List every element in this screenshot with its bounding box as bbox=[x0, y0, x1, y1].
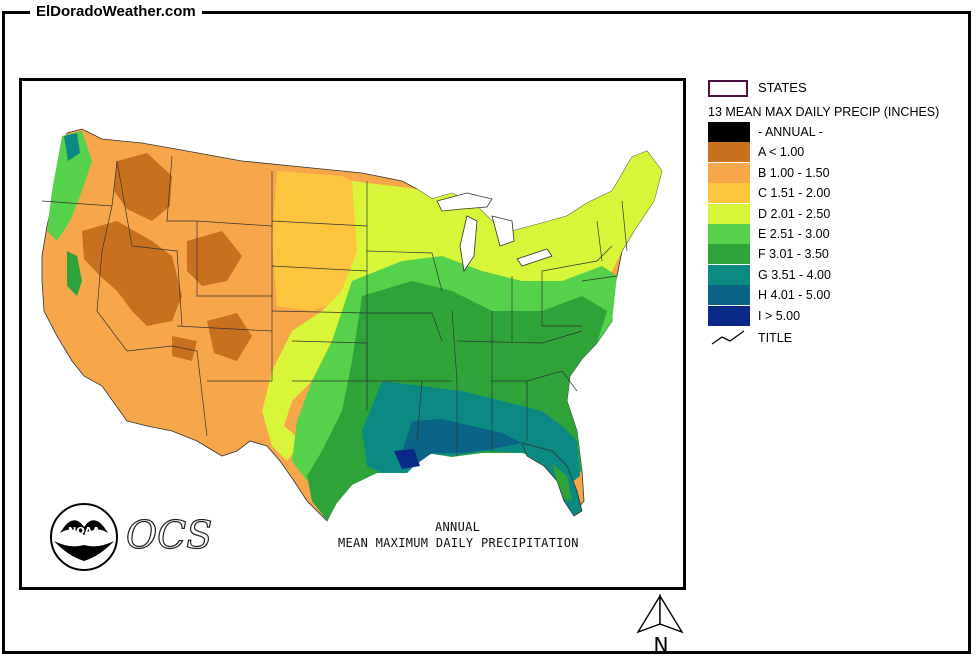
legend-item-label: F 3.01 - 3.50 bbox=[758, 247, 829, 262]
state-boundaries bbox=[41, 155, 628, 456]
legend-item-label: H 4.01 - 5.00 bbox=[758, 288, 831, 303]
lake-erie bbox=[516, 248, 553, 267]
legend-item: A < 1.00 bbox=[708, 142, 968, 163]
zone-f-sierra bbox=[67, 251, 82, 296]
legend-swatch bbox=[708, 122, 750, 142]
legend-states-label: STATES bbox=[758, 80, 807, 95]
site-title: ElDoradoWeather.com bbox=[30, 3, 202, 21]
legend-item: G 3.51 - 4.00 bbox=[708, 264, 968, 285]
legend-title: 13 MEAN MAX DAILY PRECIP (INCHES) bbox=[708, 105, 940, 119]
legend-swatch bbox=[708, 305, 750, 326]
lake-superior bbox=[436, 192, 493, 212]
legend-swatch bbox=[708, 183, 750, 204]
legend-swatch bbox=[708, 264, 750, 285]
polyline-icon bbox=[711, 330, 745, 345]
legend-swatch bbox=[708, 162, 750, 183]
legend-item: F 3.01 - 3.50 bbox=[708, 244, 968, 265]
legend-swatch bbox=[708, 244, 750, 265]
zone-e-pacific-nw bbox=[47, 131, 92, 241]
north-arrow-icon: N bbox=[634, 593, 686, 661]
zone-c-plains bbox=[272, 171, 367, 311]
noaa-logo: NOAA bbox=[48, 501, 120, 578]
svg-text:NOAA: NOAA bbox=[68, 526, 100, 537]
zone-f-florida bbox=[552, 463, 572, 501]
legend-item: E 2.51 - 3.00 bbox=[708, 224, 968, 244]
legend-swatch bbox=[708, 224, 750, 244]
legend-item: D 2.01 - 2.50 bbox=[708, 203, 968, 224]
legend-item-label: B 1.00 - 1.50 bbox=[758, 165, 830, 180]
legend-item-label: G 3.51 - 4.00 bbox=[758, 267, 831, 282]
lake-huron bbox=[491, 215, 515, 247]
legend-item-label: I > 5.00 bbox=[758, 308, 801, 323]
zone-a-great-basin bbox=[82, 221, 182, 326]
legend-line-label: TITLE bbox=[758, 331, 793, 345]
legend-item-label: - ANNUAL - bbox=[758, 125, 823, 139]
legend-title-line: TITLE bbox=[708, 328, 968, 348]
legend-item-label: C 1.51 - 2.00 bbox=[758, 186, 831, 201]
legend-item: H 4.01 - 5.00 bbox=[708, 285, 968, 306]
legend-swatch bbox=[708, 285, 750, 306]
lake-michigan bbox=[459, 215, 478, 273]
svg-text:N: N bbox=[654, 633, 669, 656]
legend-swatch bbox=[708, 142, 750, 163]
legend-item-label: E 2.51 - 3.00 bbox=[758, 227, 830, 241]
zone-i-louisiana bbox=[394, 449, 420, 469]
legend-swatch bbox=[708, 203, 750, 224]
legend-item: B 1.00 - 1.50 bbox=[708, 162, 968, 183]
zone-g-olympic bbox=[64, 133, 80, 161]
map-caption-line1: ANNUAL bbox=[435, 520, 481, 534]
legend-item-label: A < 1.00 bbox=[758, 145, 805, 160]
zone-a-colorado bbox=[207, 313, 252, 361]
outer-frame bbox=[2, 11, 971, 654]
ocs-logo-text: OCS bbox=[125, 512, 213, 557]
zone-a-wyoming bbox=[187, 231, 242, 286]
legend-item: I > 5.00 bbox=[708, 305, 968, 326]
legend-item: - ANNUAL - bbox=[708, 122, 968, 142]
legend-item-label: D 2.01 - 2.50 bbox=[758, 206, 831, 221]
precipitation-map[interactable] bbox=[22, 81, 683, 587]
map-panel[interactable]: NOAA OCS ANNUAL MEAN MAXIMUM DAILY PRECI… bbox=[19, 78, 686, 590]
zone-h-gulf-coast bbox=[400, 419, 522, 466]
legend-item: C 1.51 - 2.00 bbox=[708, 183, 968, 204]
map-caption-line2: MEAN MAXIMUM DAILY PRECIPITATION bbox=[338, 536, 579, 550]
legend-states-swatch bbox=[708, 80, 748, 97]
zone-a-idaho bbox=[114, 153, 172, 221]
